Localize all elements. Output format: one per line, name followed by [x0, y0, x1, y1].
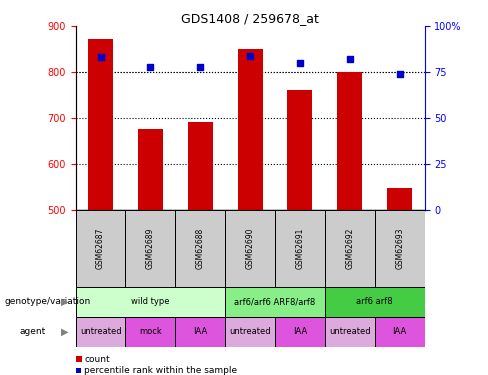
Bar	[375, 317, 425, 347]
Point	[296, 60, 304, 66]
Text: percentile rank within the sample: percentile rank within the sample	[84, 366, 238, 375]
Bar	[225, 317, 275, 347]
Text: GSM62689: GSM62689	[146, 228, 155, 269]
Point	[146, 64, 154, 70]
Text: IAA: IAA	[293, 327, 307, 336]
Bar	[188, 122, 213, 210]
Bar	[287, 90, 312, 210]
Text: genotype/variation: genotype/variation	[5, 297, 91, 306]
Text: agent: agent	[20, 327, 46, 336]
Text: GSM62691: GSM62691	[295, 228, 305, 269]
Bar	[375, 210, 425, 287]
Text: ▶: ▶	[61, 327, 68, 337]
Text: GSM62692: GSM62692	[346, 228, 354, 269]
Bar	[325, 317, 375, 347]
Text: arf6/arf6 ARF8/arf8: arf6/arf6 ARF8/arf8	[234, 297, 316, 306]
Text: IAA: IAA	[392, 327, 407, 336]
Bar	[337, 72, 362, 210]
Bar	[225, 287, 325, 317]
Bar	[387, 188, 412, 210]
Text: wild type: wild type	[131, 297, 170, 306]
Bar	[76, 210, 125, 287]
Bar	[76, 317, 125, 347]
Text: ▶: ▶	[61, 297, 68, 307]
Point	[196, 64, 204, 70]
Point	[246, 53, 254, 58]
Point	[396, 71, 404, 77]
Bar	[325, 287, 425, 317]
Bar	[175, 210, 225, 287]
Text: untreated: untreated	[229, 327, 271, 336]
Text: count: count	[84, 355, 110, 364]
Bar	[225, 210, 275, 287]
Text: GSM62693: GSM62693	[395, 228, 404, 269]
Bar	[125, 317, 175, 347]
Text: mock: mock	[139, 327, 162, 336]
Text: IAA: IAA	[193, 327, 207, 336]
Text: untreated: untreated	[329, 327, 370, 336]
Bar	[175, 317, 225, 347]
Bar	[275, 317, 325, 347]
Bar	[275, 210, 325, 287]
Bar	[76, 287, 225, 317]
Point	[97, 54, 104, 60]
Bar	[125, 210, 175, 287]
Bar	[88, 39, 113, 210]
Text: untreated: untreated	[80, 327, 122, 336]
Text: GSM62688: GSM62688	[196, 228, 205, 269]
Bar	[325, 210, 375, 287]
Text: arf6 arf8: arf6 arf8	[356, 297, 393, 306]
Text: GSM62687: GSM62687	[96, 228, 105, 269]
Point	[346, 56, 354, 62]
Title: GDS1408 / 259678_at: GDS1408 / 259678_at	[181, 12, 319, 25]
Bar	[238, 49, 263, 210]
Bar	[138, 129, 163, 210]
Text: GSM62690: GSM62690	[245, 228, 255, 269]
